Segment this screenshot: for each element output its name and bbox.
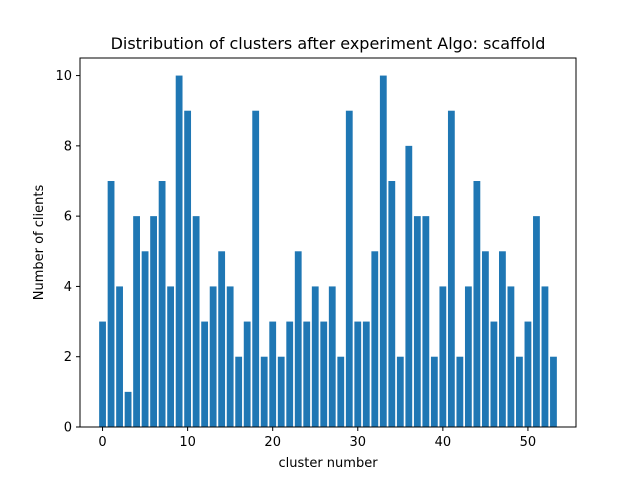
bar-cluster-21 — [277, 356, 285, 427]
bar-cluster-19 — [260, 356, 268, 427]
bar-cluster-36 — [405, 145, 413, 428]
bar-cluster-52 — [541, 286, 549, 427]
x-tick-label: 50 — [520, 435, 537, 450]
bar-cluster-20 — [269, 321, 277, 427]
bar-cluster-4 — [133, 216, 140, 427]
bar-cluster-47 — [499, 251, 506, 427]
y-tick-label: 10 — [55, 69, 72, 84]
x-tick-label: 10 — [179, 435, 196, 450]
y-tick-label: 0 — [64, 421, 72, 436]
bar-cluster-51 — [533, 216, 540, 427]
bars-group — [99, 75, 557, 428]
bar-cluster-3 — [124, 391, 132, 427]
x-tick-label: 20 — [264, 435, 281, 450]
bar-cluster-32 — [371, 251, 379, 427]
x-tick-label: 40 — [435, 435, 452, 450]
bar-cluster-0 — [99, 321, 106, 427]
bar-cluster-40 — [439, 286, 447, 427]
bar-cluster-8 — [167, 286, 175, 427]
bar-cluster-25 — [311, 286, 319, 427]
bar-cluster-29 — [345, 110, 353, 428]
y-axis-label: Number of clients — [32, 185, 47, 301]
bar-cluster-33 — [379, 75, 387, 427]
bar-cluster-6 — [150, 216, 157, 427]
bar-cluster-1 — [107, 181, 115, 427]
bar-cluster-24 — [303, 321, 311, 427]
bar-cluster-23 — [294, 251, 302, 427]
y-tick-label: 2 — [64, 350, 72, 365]
bar-cluster-27 — [328, 286, 336, 427]
x-tick-label: 0 — [98, 435, 106, 450]
bar-cluster-10 — [184, 110, 192, 428]
bar-cluster-9 — [175, 75, 183, 427]
bar-cluster-46 — [490, 321, 498, 427]
y-axis-ticks: 0 2 4 6 8 10 — [55, 69, 80, 436]
bar-cluster-15 — [226, 286, 234, 427]
bar-cluster-26 — [320, 321, 328, 427]
x-axis-ticks: 0 10 20 30 40 50 — [98, 427, 536, 450]
bar-cluster-31 — [362, 321, 370, 427]
bar-cluster-11 — [192, 216, 200, 427]
chart-title: Distribution of clusters after experimen… — [111, 34, 546, 53]
x-axis-label: cluster number — [278, 456, 378, 471]
bar-cluster-41 — [447, 110, 455, 428]
bar-cluster-48 — [507, 286, 515, 427]
bar-cluster-50 — [524, 321, 532, 427]
bar-cluster-43 — [464, 286, 472, 427]
bar-cluster-34 — [388, 181, 396, 427]
bar-cluster-17 — [243, 321, 251, 427]
bar-cluster-18 — [252, 110, 260, 428]
bar-cluster-42 — [456, 356, 464, 427]
bar-cluster-45 — [481, 251, 489, 427]
bar-cluster-7 — [158, 181, 166, 427]
bar-cluster-38 — [422, 216, 430, 427]
bar-cluster-13 — [209, 286, 217, 427]
x-tick-label: 30 — [350, 435, 367, 450]
bar-cluster-22 — [286, 321, 294, 427]
y-tick-label: 6 — [64, 210, 72, 225]
bar-cluster-12 — [201, 321, 209, 427]
bar-cluster-53 — [550, 356, 557, 427]
y-tick-label: 4 — [64, 280, 72, 295]
plot-frame — [79, 57, 577, 428]
bar-cluster-28 — [337, 356, 345, 427]
bar-cluster-16 — [235, 356, 243, 427]
bar-cluster-35 — [396, 356, 404, 427]
bar-cluster-49 — [516, 356, 523, 427]
bar-cluster-30 — [354, 321, 362, 427]
bar-cluster-37 — [413, 216, 421, 427]
bar-cluster-14 — [218, 251, 226, 427]
bar-cluster-2 — [116, 286, 123, 427]
bar-cluster-44 — [473, 181, 481, 427]
bar-cluster-39 — [430, 356, 438, 427]
bar-cluster-5 — [141, 251, 149, 427]
y-tick-label: 8 — [64, 139, 72, 154]
